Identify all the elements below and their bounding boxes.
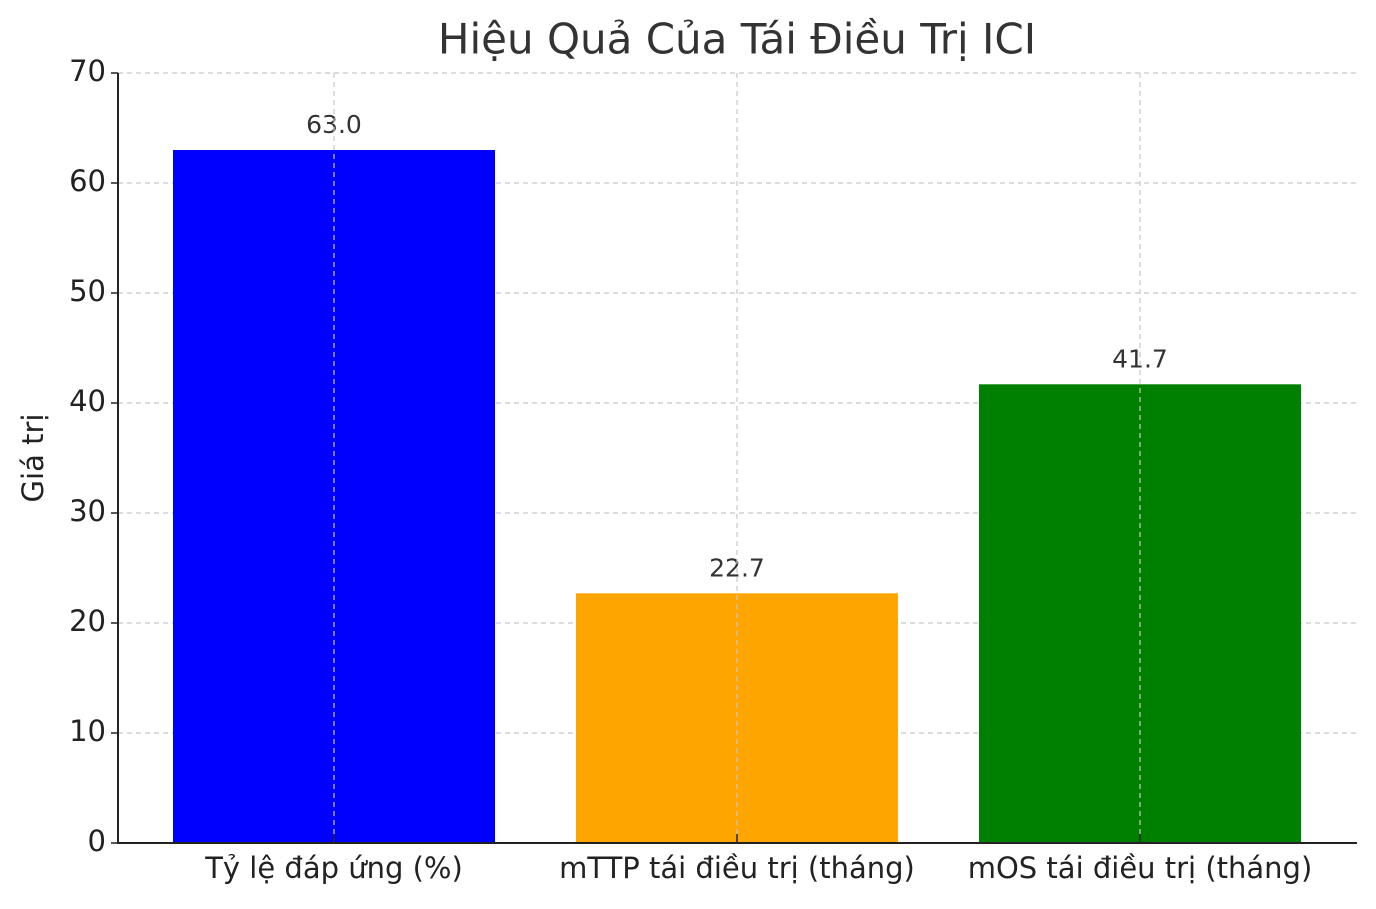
y-axis-label: Giá trị (16, 414, 50, 503)
y-tick-label: 20 (69, 604, 106, 638)
chart-title: Hiệu Quả Của Tái Điều Trị ICI (438, 15, 1036, 64)
x-tick-label: mTTP tái điều trị (tháng) (559, 851, 915, 885)
y-tick-label: 0 (88, 824, 106, 858)
x-tick-label: Tỷ lệ đáp ứng (%) (204, 851, 463, 885)
y-tick-label: 30 (69, 494, 106, 528)
y-tick-label: 70 (69, 54, 106, 88)
y-tick-label: 60 (69, 164, 106, 198)
y-tick-label: 40 (69, 384, 106, 418)
value-label: 63.0 (306, 110, 362, 139)
y-tick-label: 10 (69, 714, 106, 748)
y-tick-label: 50 (69, 274, 106, 308)
x-tick-label: mOS tái điều trị (tháng) (968, 851, 1313, 885)
value-label: 41.7 (1112, 344, 1168, 373)
